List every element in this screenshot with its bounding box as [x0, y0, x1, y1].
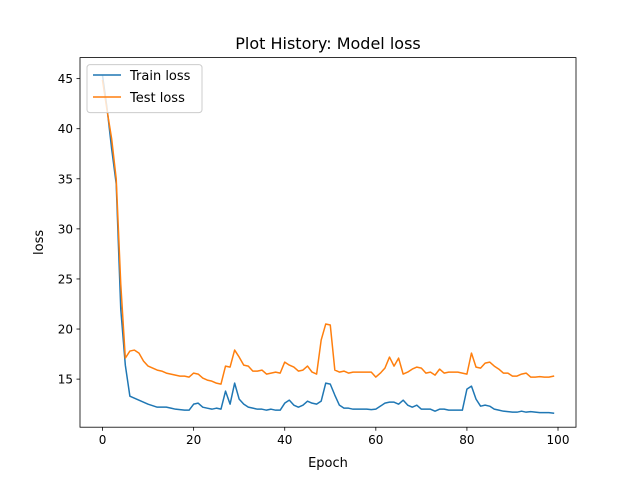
x-tick-label: 0 — [99, 433, 107, 447]
y-tick-label: 25 — [58, 272, 73, 286]
x-tick-label: 100 — [547, 433, 570, 447]
y-tick-label: 15 — [58, 373, 73, 387]
x-tick-label: 60 — [368, 433, 383, 447]
x-axis-label: Epoch — [308, 456, 348, 471]
series-line-train-loss — [101, 74, 555, 415]
x-tick-label: 40 — [277, 433, 292, 447]
x-tick-label: 80 — [459, 433, 474, 447]
y-tick-label: 40 — [58, 122, 73, 136]
y-tick-label: 35 — [58, 172, 73, 186]
y-tick-label: 20 — [58, 323, 73, 337]
y-axis-ticks: 15 20 25 30 35 40 45 — [58, 72, 80, 387]
y-axis-label: loss — [32, 230, 47, 255]
x-axis-ticks: 0 20 40 60 80 100 — [99, 427, 570, 447]
legend-box — [86, 64, 203, 114]
legend-label-test-loss: Test loss — [129, 91, 185, 106]
legend-label-train-loss: Train loss — [129, 69, 191, 84]
series-line-test-loss — [101, 79, 555, 385]
y-tick-label: 45 — [58, 72, 73, 86]
chart-title: Plot History: Model loss — [235, 34, 421, 53]
x-tick-label: 20 — [186, 433, 201, 447]
series-layer — [101, 74, 555, 415]
legend: Train loss Test loss — [86, 64, 203, 114]
axes-frame — [79, 57, 577, 428]
y-tick-label: 30 — [58, 222, 73, 236]
